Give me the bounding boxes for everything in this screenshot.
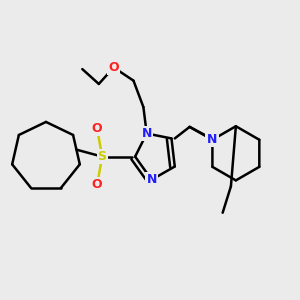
- Text: O: O: [108, 61, 119, 74]
- Text: N: N: [142, 127, 152, 140]
- Text: N: N: [146, 173, 157, 186]
- Text: O: O: [92, 122, 103, 135]
- Text: N: N: [207, 133, 218, 146]
- Text: O: O: [92, 178, 103, 191]
- Text: N: N: [206, 132, 216, 145]
- Text: S: S: [98, 150, 106, 163]
